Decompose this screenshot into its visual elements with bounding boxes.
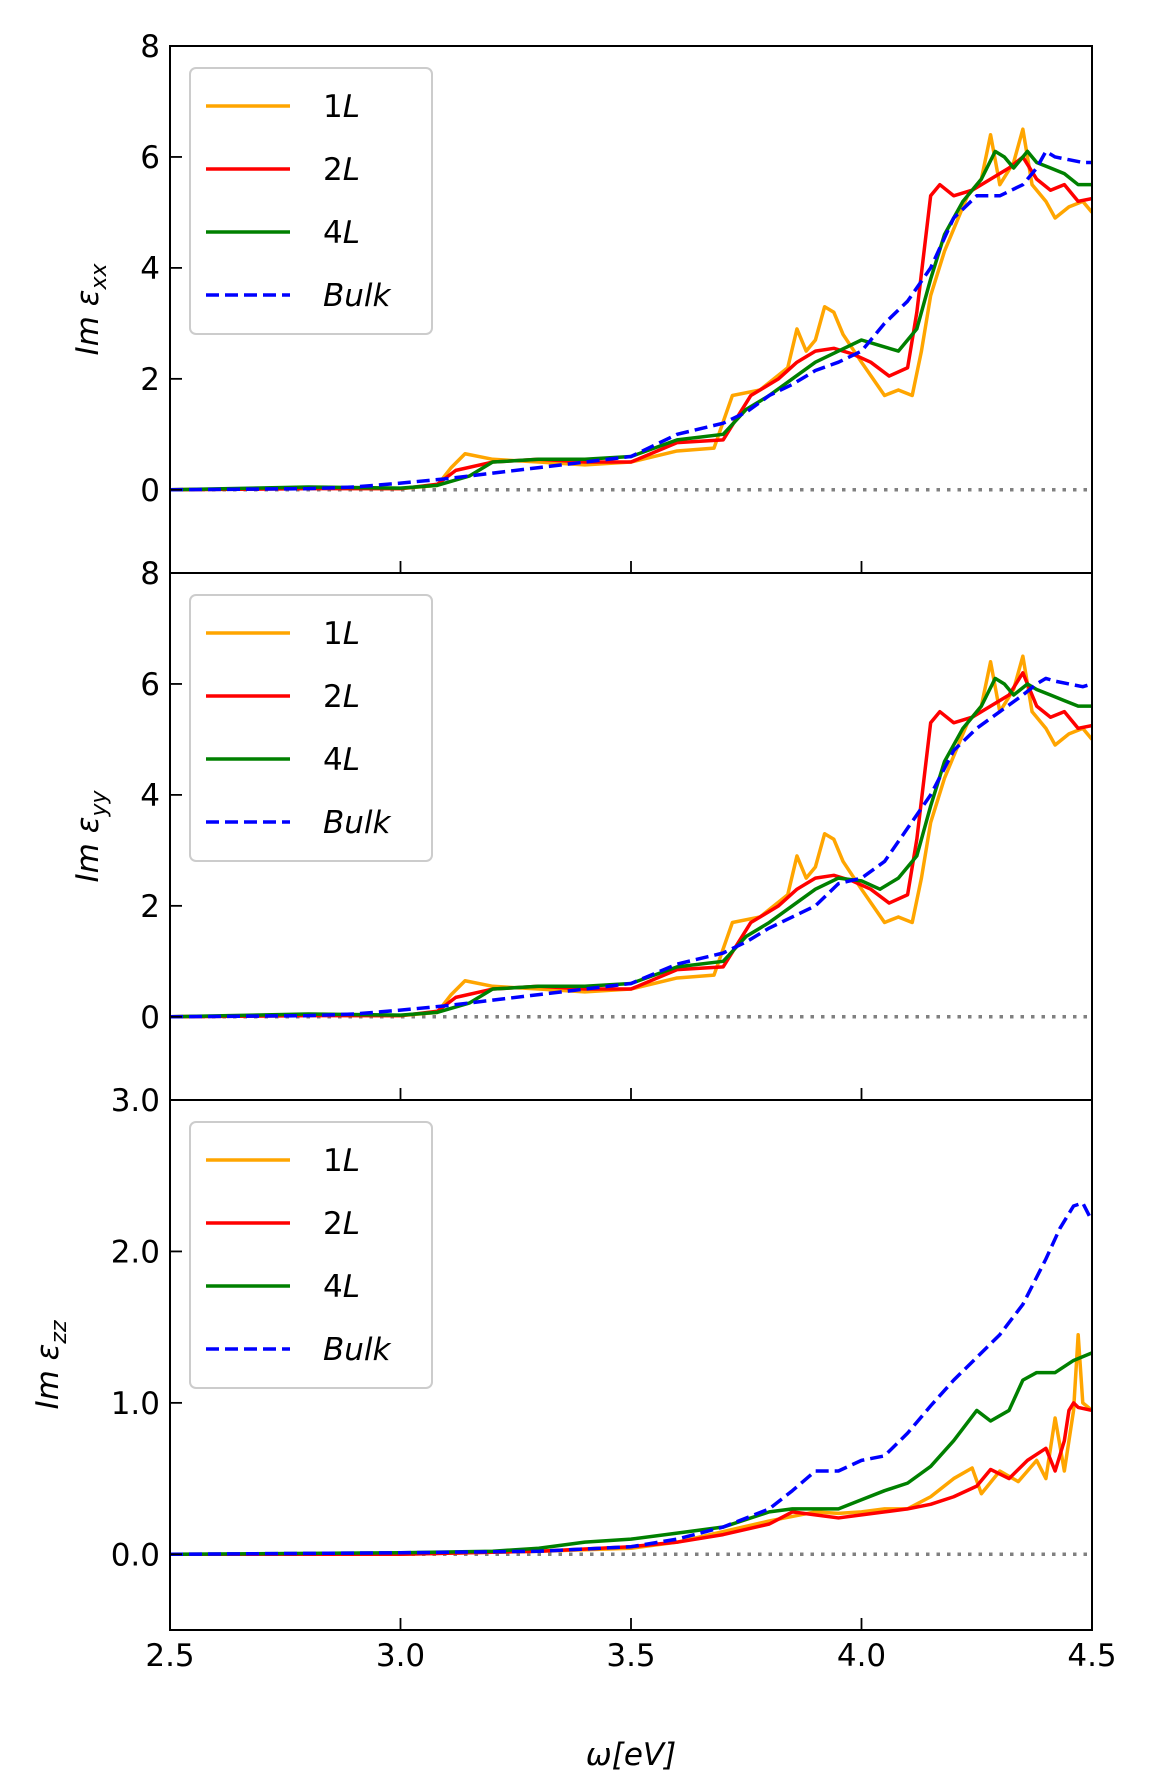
- y-axis-label: Im εxx: [70, 263, 112, 356]
- legend-entry: Bulk: [323, 805, 392, 841]
- legend-entry: 1L: [323, 89, 360, 125]
- legend: 1L 2L 4L Bulk: [189, 67, 433, 335]
- legend-entry: 2L: [323, 679, 360, 715]
- legend-box: [189, 67, 433, 335]
- series-line-4l: [170, 149, 1092, 492]
- y-tick-label: 4: [140, 251, 160, 287]
- series-line-bulk: [170, 149, 1092, 492]
- y-tick-label: 4: [140, 778, 160, 814]
- legend-entry: 4L: [323, 215, 360, 251]
- series-line-4l: [170, 1351, 1092, 1557]
- x-axis-label: ω[eV]: [586, 1737, 676, 1773]
- legend-entry: Bulk: [323, 1332, 392, 1368]
- y-tick-label: 0: [140, 473, 160, 509]
- x-tick-label: 2.5: [145, 1638, 194, 1674]
- legend-box: [189, 1121, 433, 1389]
- plot-frame: [169, 1099, 1093, 1631]
- legend-entry: 4L: [323, 1269, 360, 1305]
- series-group: [170, 654, 1092, 1019]
- y-tick-label: 0: [140, 1000, 160, 1036]
- x-tick-label: 4.5: [1067, 1638, 1116, 1674]
- x-tick-label: 3.5: [606, 1638, 655, 1674]
- y-tick-label: 1.0: [111, 1386, 160, 1422]
- series-group: [170, 1201, 1092, 1557]
- series-line-2l: [170, 1401, 1092, 1557]
- x-tick-label: 4.0: [837, 1638, 886, 1674]
- panel-1: 0 2 4 6 8 Im εxx 1L 2L 4L Bulk: [70, 29, 1093, 574]
- y-axis-label: Im εyy: [70, 790, 112, 883]
- legend-entry: 1L: [323, 616, 360, 652]
- panel-3: 0.0 1.0 2.0 3.0 2.5 3.0 3.5 4.0 4.5 Im εzz 1L 2L 4L B…: [30, 1083, 1117, 1674]
- x-tick-label: 3.0: [376, 1638, 425, 1674]
- legend-box: [189, 594, 433, 862]
- series-line-bulk: [170, 676, 1092, 1019]
- y-tick-label: 3.0: [111, 1083, 160, 1119]
- y-tick-label: 2.0: [111, 1234, 160, 1270]
- y-tick-label: 2: [140, 889, 160, 925]
- y-tick-label: 6: [140, 140, 160, 176]
- series-group: [170, 127, 1092, 492]
- y-tick-label: 8: [140, 556, 160, 592]
- y-tick-label: 0.0: [111, 1537, 160, 1573]
- legend: 1L 2L 4L Bulk: [189, 1121, 433, 1389]
- legend-entry: 4L: [323, 742, 360, 778]
- legend-entry: 1L: [323, 1143, 360, 1179]
- y-tick-label: 6: [140, 667, 160, 703]
- y-axis-label: Im εzz: [30, 1320, 72, 1410]
- y-tick-label: 8: [140, 29, 160, 65]
- panels: 0 2 4 6 8 Im εxx 1L 2L 4L Bulk 0 2 4 6 8 Im εyy 1L 2L 4L Bu…: [30, 29, 1117, 1674]
- series-line-4l: [170, 676, 1092, 1019]
- legend-entry: 2L: [323, 1206, 360, 1242]
- legend: 1L 2L 4L Bulk: [189, 594, 433, 862]
- y-tick-label: 2: [140, 362, 160, 398]
- legend-entry: 2L: [323, 152, 360, 188]
- legend-entry: Bulk: [323, 278, 392, 314]
